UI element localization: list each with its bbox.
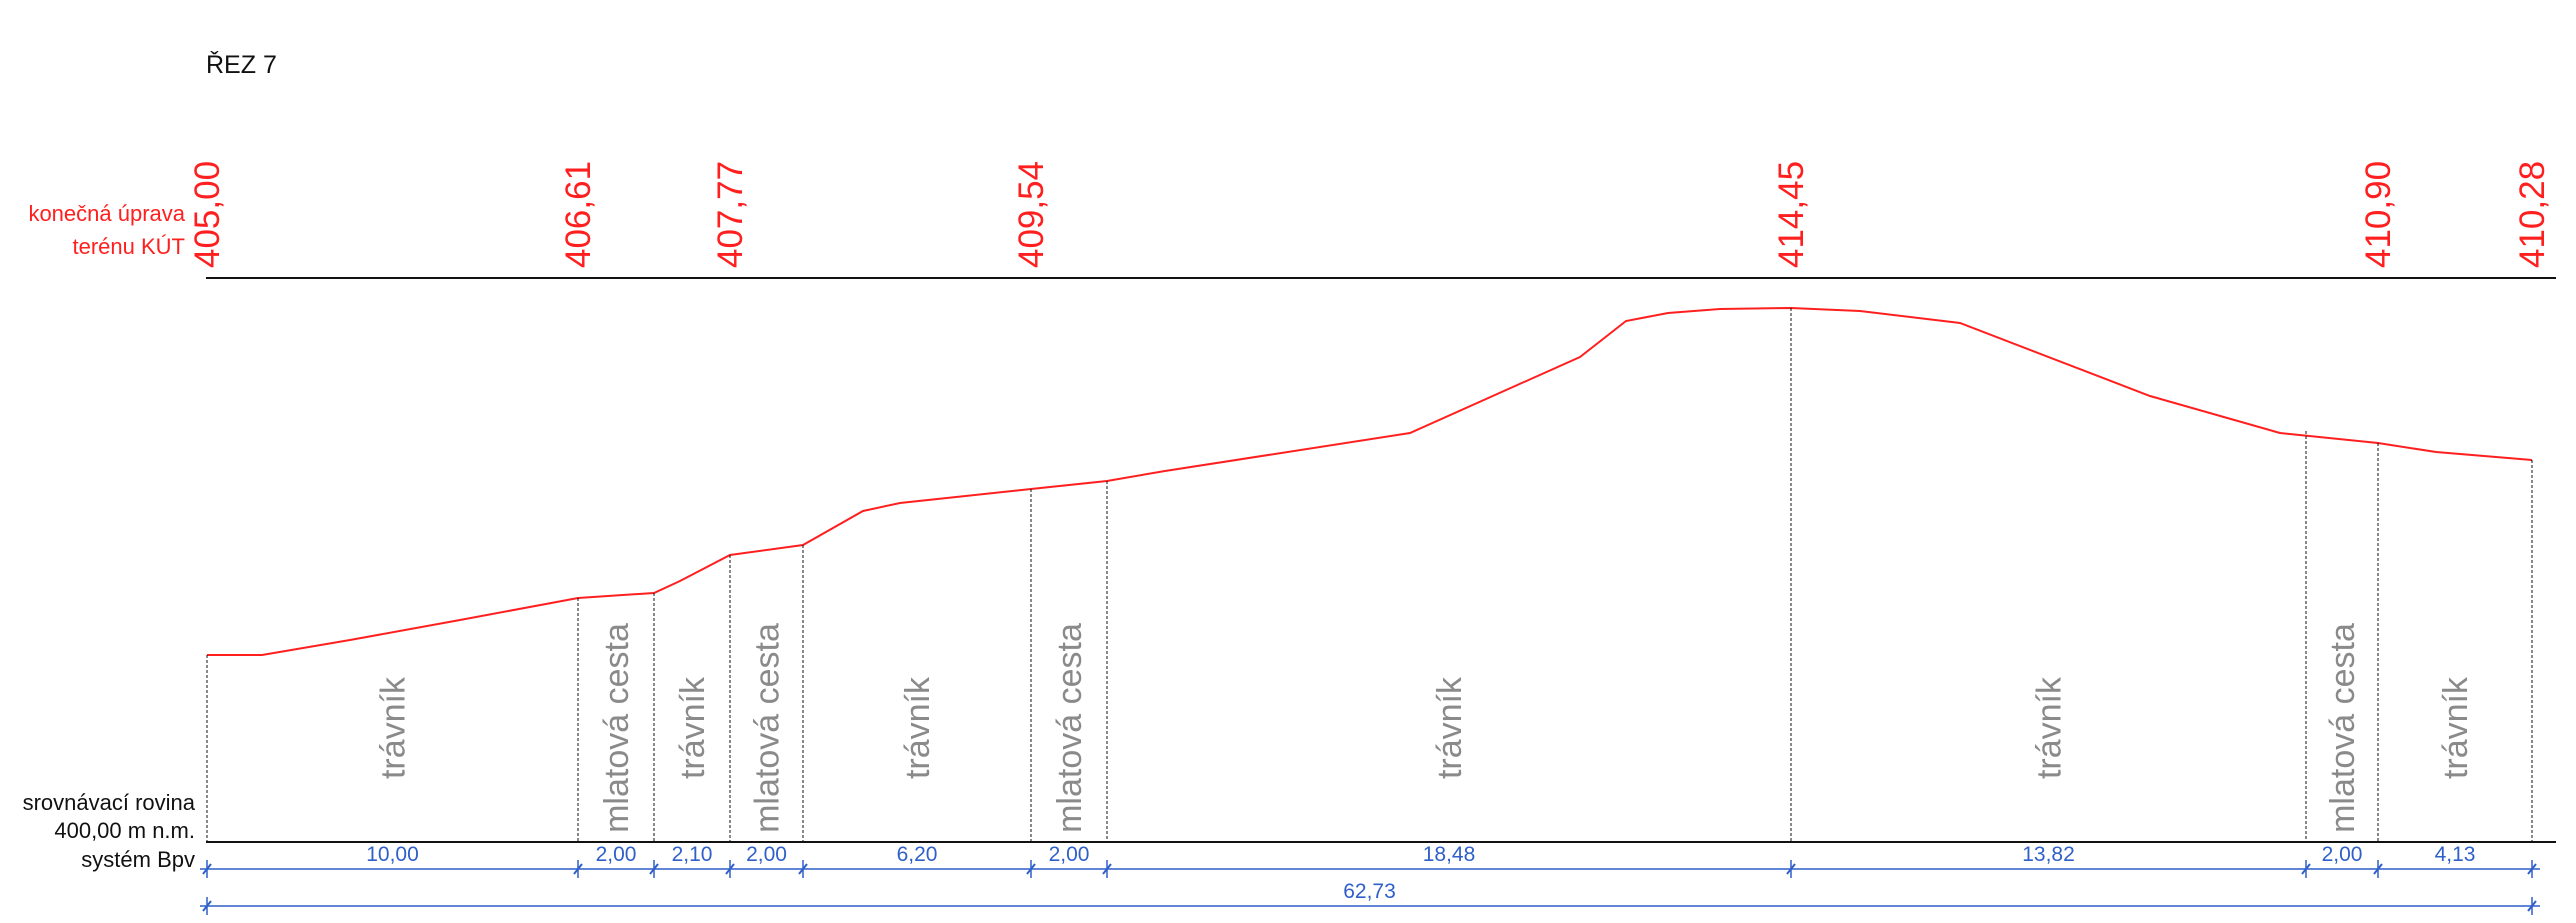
terrain-profile-line [207, 306, 2533, 656]
dimension-tick-slash [725, 863, 735, 875]
segment-dimension: 18,48 [1423, 843, 1476, 866]
total-dimension-row: 62,73 [200, 880, 2540, 915]
dimension-tick-slash [2373, 863, 2383, 875]
elevation-label: 405,00 [188, 161, 227, 268]
surface-label: trávník [674, 676, 712, 779]
segment-dimension: 2,00 [746, 843, 787, 866]
dimension-tick-slash [202, 863, 212, 875]
dimension-tick-slash [1026, 863, 1036, 875]
elevation-label: 406,61 [559, 161, 598, 268]
surface-label: trávník [2437, 676, 2475, 779]
dimension-tick-slash [573, 863, 583, 875]
surface-label: mlatová cesta [2324, 623, 2362, 833]
dimension-tick-slash [202, 900, 212, 912]
segment-dimension: 2,00 [596, 843, 637, 866]
datum-legend-line2: 400,00 m n.m. [54, 818, 195, 843]
dimension-tick-slash [649, 863, 659, 875]
elevation-label: 407,77 [711, 161, 750, 268]
station-lines [206, 308, 2533, 842]
surface-label: trávník [375, 676, 413, 779]
terrain-legend-line2: terénu KÚT [73, 234, 186, 259]
section-title: ŘEZ 7 [206, 50, 277, 79]
dimension-tick-slash [1102, 863, 1112, 875]
elevation-label: 410,28 [2513, 161, 2552, 268]
terrain-legend-line1: konečná úprava [28, 201, 185, 226]
elevation-label: 414,45 [1772, 161, 1811, 268]
dimension-row: 10,00 2,00 2,10 2,00 6,20 2,00 18,48 13,82 2,00 4… [200, 843, 2540, 878]
datum-legend-line1: srovnávací rovina [23, 790, 196, 815]
total-dimension: 62,73 [1343, 880, 1396, 903]
surface-label: trávník [2031, 676, 2069, 779]
dimension-tick-slash [798, 863, 808, 875]
dimension-tick-slash [2527, 900, 2537, 912]
dimension-tick-slash [2527, 863, 2537, 875]
surface-label: mlatová cesta [1051, 623, 1089, 833]
segment-dimension: 4,13 [2435, 843, 2476, 866]
segment-dimension: 2,00 [1049, 843, 1090, 866]
segment-dimension: 6,20 [897, 843, 938, 866]
dimension-tick-slash [1786, 863, 1796, 875]
elevation-labels: 405,00 406,61 407,77 409,54 414,45 410,90 410,… [188, 161, 2552, 268]
elevation-label: 410,90 [2359, 161, 2398, 268]
surface-label: trávník [899, 676, 937, 779]
segment-dimension: 13,82 [2022, 843, 2075, 866]
segment-dimension: 2,00 [2322, 843, 2363, 866]
datum-legend-line3: systém Bpv [81, 847, 195, 872]
segment-dimension: 10,00 [366, 843, 419, 866]
surface-label: mlatová cesta [749, 623, 787, 833]
surface-label: trávník [1431, 676, 1469, 779]
elevation-label: 409,54 [1012, 161, 1051, 268]
segment-dimension: 2,10 [672, 843, 713, 866]
dimension-tick-slash [2301, 863, 2311, 875]
surface-labels: trávník mlatová cesta trávník mlatová cesta… [375, 623, 2476, 833]
surface-label: mlatová cesta [598, 623, 636, 833]
